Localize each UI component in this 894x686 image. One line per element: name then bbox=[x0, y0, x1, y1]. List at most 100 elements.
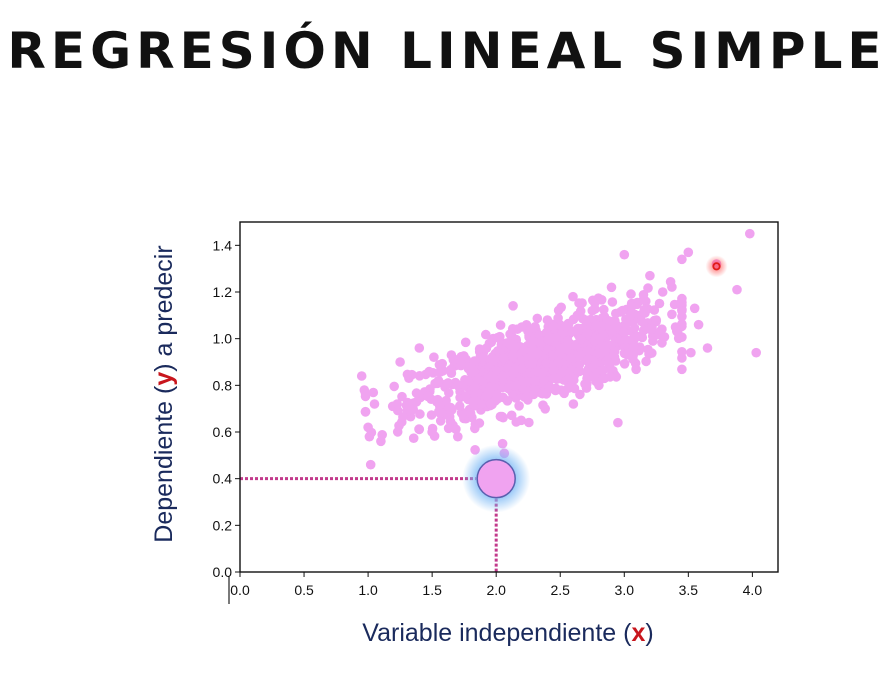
scatter-point bbox=[522, 391, 532, 402]
scatter-point bbox=[495, 320, 506, 330]
y-tick-label: 1.2 bbox=[213, 284, 233, 300]
scatter-point bbox=[537, 368, 548, 379]
scatter-point bbox=[507, 351, 518, 362]
outlier-marker bbox=[712, 262, 721, 271]
scatter-point bbox=[693, 319, 704, 330]
scatter-point bbox=[625, 310, 636, 321]
x-tick-label: 1.5 bbox=[422, 582, 442, 598]
scatter-point bbox=[395, 357, 405, 367]
scatter-point bbox=[458, 410, 468, 420]
scatter-point bbox=[626, 289, 636, 299]
scatter-point bbox=[411, 388, 422, 398]
x-tick-label: 1.0 bbox=[358, 582, 378, 598]
scatter-point bbox=[532, 313, 543, 324]
scatter-point bbox=[639, 304, 650, 315]
scatter-point bbox=[486, 371, 497, 382]
scatter-point bbox=[443, 378, 453, 388]
scatter-point bbox=[491, 394, 502, 405]
scatter-point bbox=[593, 347, 604, 358]
scatter-point bbox=[526, 338, 537, 349]
scatter-point bbox=[641, 356, 651, 367]
scatter-point bbox=[588, 372, 599, 383]
scatter-point bbox=[408, 433, 419, 444]
scatter-point bbox=[498, 353, 509, 363]
scatter-point bbox=[524, 417, 534, 428]
scatter-point bbox=[607, 297, 618, 307]
highlighted-point bbox=[476, 458, 516, 499]
scatter-point bbox=[575, 334, 585, 345]
scatter-point bbox=[504, 338, 514, 349]
y-tick-label: 0.6 bbox=[213, 424, 233, 440]
scatter-point bbox=[542, 315, 553, 325]
scatter-point bbox=[644, 349, 654, 359]
scatter-point bbox=[677, 364, 687, 375]
scatter-point bbox=[486, 353, 497, 364]
scatter-point bbox=[414, 371, 425, 381]
scatter-point bbox=[606, 282, 617, 293]
scatter-point bbox=[481, 391, 492, 401]
scatter-point bbox=[553, 357, 563, 368]
scatter-point bbox=[654, 298, 665, 309]
scatter-point bbox=[434, 360, 445, 370]
scatter-point bbox=[530, 322, 540, 332]
scatter-point bbox=[574, 366, 585, 377]
scatter-point bbox=[414, 424, 424, 434]
x-axis-label: Variable independiente (x) bbox=[362, 619, 653, 647]
scatter-point bbox=[575, 389, 585, 400]
scatter-point bbox=[463, 376, 474, 386]
scatter-point bbox=[670, 322, 681, 332]
scatter-point bbox=[572, 310, 583, 321]
y-tick-label: 1.4 bbox=[213, 237, 233, 253]
scatter-point bbox=[651, 315, 662, 325]
scatter-point bbox=[423, 391, 433, 402]
y-axis-variable: y bbox=[150, 372, 178, 386]
x-axis-label-prefix: Variable independiente ( bbox=[362, 619, 632, 647]
scatter-point bbox=[521, 377, 532, 388]
scatter-point bbox=[435, 367, 445, 378]
scatter-point bbox=[702, 343, 713, 353]
scatter-point bbox=[648, 336, 658, 346]
scatter-point bbox=[502, 396, 513, 406]
scatter-point bbox=[598, 365, 608, 376]
scatter-point bbox=[732, 284, 742, 295]
scatter-point bbox=[411, 397, 422, 407]
scatter-point bbox=[582, 328, 593, 338]
scatter-point bbox=[647, 324, 657, 334]
scatter-point bbox=[446, 350, 457, 360]
scatter-point bbox=[620, 334, 631, 345]
scatter-point bbox=[517, 322, 527, 332]
scatter-point bbox=[568, 399, 579, 409]
scatter-point bbox=[567, 326, 577, 337]
scatter-point bbox=[397, 391, 407, 402]
scatter-point bbox=[559, 388, 569, 399]
x-tick-label: 3.5 bbox=[679, 582, 699, 598]
tick-labels: 0.0 0.5 1.0 1.5 2.0 2.5 3.0 3.5 4.0 0.0 0.2 0.4 0.6 0… bbox=[213, 237, 763, 598]
slide-title: REGRESIÓN LINEAL SIMPLE bbox=[7, 22, 887, 80]
scatter-point bbox=[677, 293, 687, 304]
scatter-point bbox=[369, 399, 380, 409]
y-tick-label: 0.4 bbox=[213, 471, 233, 487]
scatter-point bbox=[465, 408, 476, 419]
scatter-point bbox=[514, 401, 524, 411]
scatter-point bbox=[454, 401, 465, 411]
highlighted-point-group bbox=[462, 255, 728, 513]
scatter-point bbox=[453, 431, 463, 442]
scatter-point bbox=[582, 346, 593, 356]
scatter-point bbox=[683, 247, 694, 258]
outlier-glow bbox=[705, 255, 728, 278]
scatter-point bbox=[508, 301, 518, 311]
y-tick-label: 1.0 bbox=[213, 331, 233, 347]
scatter-point bbox=[599, 304, 609, 315]
scatter-point bbox=[506, 410, 517, 421]
scatter-point bbox=[603, 358, 614, 368]
scatter-point bbox=[581, 315, 592, 326]
scatter-point bbox=[636, 316, 647, 327]
scatter-point bbox=[557, 367, 567, 378]
scatter-point bbox=[649, 305, 660, 315]
scatter-point bbox=[537, 388, 548, 399]
scatter-point bbox=[657, 287, 668, 297]
scatter-point bbox=[629, 342, 639, 352]
scatter-point bbox=[582, 356, 592, 366]
y-axis-label-suffix: ) a predecir bbox=[150, 245, 178, 371]
scatter-point bbox=[509, 381, 520, 391]
